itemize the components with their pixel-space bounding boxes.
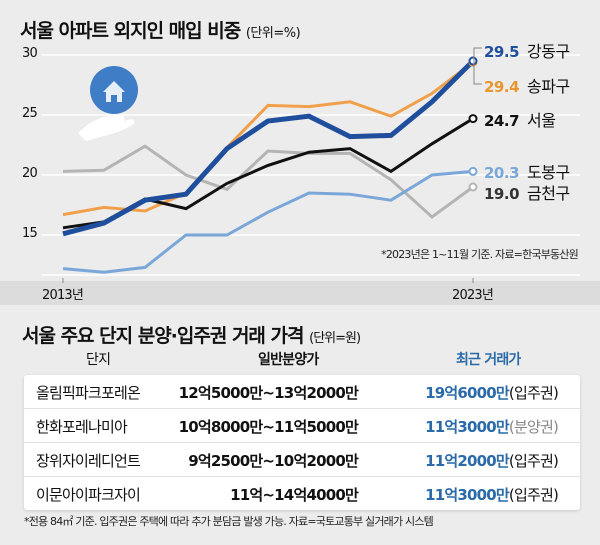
x-tick-label: 2023년 [452, 288, 494, 303]
series-name: 도봉구 [527, 163, 570, 182]
recent-price: 11억3000만(입주권) [425, 484, 559, 505]
recent-price-value: 11억3000만 [425, 486, 510, 504]
series-line-강동구 [62, 59, 475, 237]
label-bracket [473, 47, 482, 85]
table-row: 올림픽파크포레온 12억5000만~13억2000만 19억6000만(입주권) [24, 375, 580, 409]
price-type: (입주권) [508, 384, 559, 402]
table-row: 장위자이레디언트 9억2500만~10억2000만 11억2000만(입주권) [24, 443, 580, 477]
end-point-금천구 [468, 182, 478, 192]
end-point-강동구 [468, 56, 478, 66]
x-axis-band [0, 281, 600, 305]
end-value: 19.0 [484, 185, 520, 203]
chart-unit: (단위=%) [245, 26, 301, 41]
x-tick-label: 2013년 [42, 288, 84, 303]
complex-name: 이문아이파크자이 [36, 486, 141, 504]
price-table: 올림픽파크포레온 12억5000만~13억2000만 19억6000만(입주권)… [24, 375, 580, 510]
y-tick-label: 20 [22, 166, 38, 181]
recent-price-value: 11억2000만 [425, 452, 510, 470]
sale-price: 11억~14억4000만 [230, 486, 359, 504]
series-line-도봉구 [62, 169, 474, 274]
recent-price: 11억3000만(분양권) [425, 416, 559, 437]
recent-price-value: 19억6000만 [425, 384, 510, 402]
chart-title-text: 서울 아파트 외지인 매입 비중 [20, 20, 241, 42]
table-unit: (단위=원) [309, 331, 361, 346]
series-name: 금천구 [527, 184, 570, 203]
price-type: (분양권) [508, 418, 559, 436]
end-value: 29.4 [484, 78, 520, 96]
complex-name: 올림픽파크포레온 [36, 384, 141, 402]
end-value: 29.5 [484, 43, 520, 61]
series-lines [62, 47, 482, 274]
table-title: 서울 주요 단지 분양·입주권 거래 가격 (단위=원) [22, 321, 361, 348]
header-recent-price: 최근 거래가 [456, 352, 521, 368]
header-sale-price: 일반분양가 [258, 352, 319, 368]
table-row: 이문아이파크자이 11억~14억4000만 11억3000만(입주권) [24, 477, 580, 510]
table-title-text: 서울 주요 단지 분양·입주권 거래 가격 [22, 325, 304, 347]
table-row: 한화포레나미아 10억8000만~11억5000만 11억3000만(분양권) [24, 409, 580, 443]
end-label-geumcheon: 19.0 금천구 [484, 180, 570, 204]
header-complex: 단지 [86, 352, 111, 368]
recent-price: 11억2000만(입주권) [425, 450, 559, 471]
price-type: (입주권) [508, 452, 559, 470]
end-point-도봉구 [468, 166, 478, 176]
recent-price-value: 11억3000만 [425, 418, 510, 436]
y-tick-label: 25 [22, 106, 38, 121]
complex-name: 한화포레나미아 [36, 418, 128, 436]
sale-price: 10억8000만~11억5000만 [178, 418, 359, 436]
chart-source-note: *2023년은 1~11월 기준. 자료=한국부동산원 [381, 248, 579, 261]
table-source-note: *전용 84㎡ 기준. 입주권은 주택에 따라 추가 분담금 발생 가능. 자료… [24, 515, 434, 528]
end-value: 24.7 [484, 112, 520, 130]
x-ticks [62, 278, 474, 283]
price-type: (입주권) [508, 486, 559, 504]
end-label-seoul: 24.7 서울 [484, 107, 556, 131]
end-label-songpa: 29.4 송파구 [484, 73, 570, 97]
end-label-gangdong: 29.5 강동구 [484, 38, 570, 62]
series-name: 강동구 [527, 42, 570, 61]
sale-price: 9억2500만~10억2000만 [188, 452, 359, 470]
end-label-dobong: 20.3 도봉구 [484, 159, 570, 183]
series-name: 송파구 [527, 77, 570, 96]
complex-name: 장위자이레디언트 [36, 452, 141, 470]
end-point-서울 [468, 114, 478, 124]
recent-price: 19억6000만(입주권) [425, 382, 559, 403]
house-in-hand-icon [78, 66, 138, 141]
sale-price: 12억5000만~13억2000만 [178, 384, 359, 402]
y-tick-label: 30 [22, 46, 38, 61]
chart-title: 서울 아파트 외지인 매입 비중 (단위=%) [20, 16, 301, 43]
series-name: 서울 [527, 111, 556, 130]
y-tick-label: 15 [22, 226, 38, 241]
end-value: 20.3 [484, 164, 520, 182]
line-chart [42, 47, 580, 283]
